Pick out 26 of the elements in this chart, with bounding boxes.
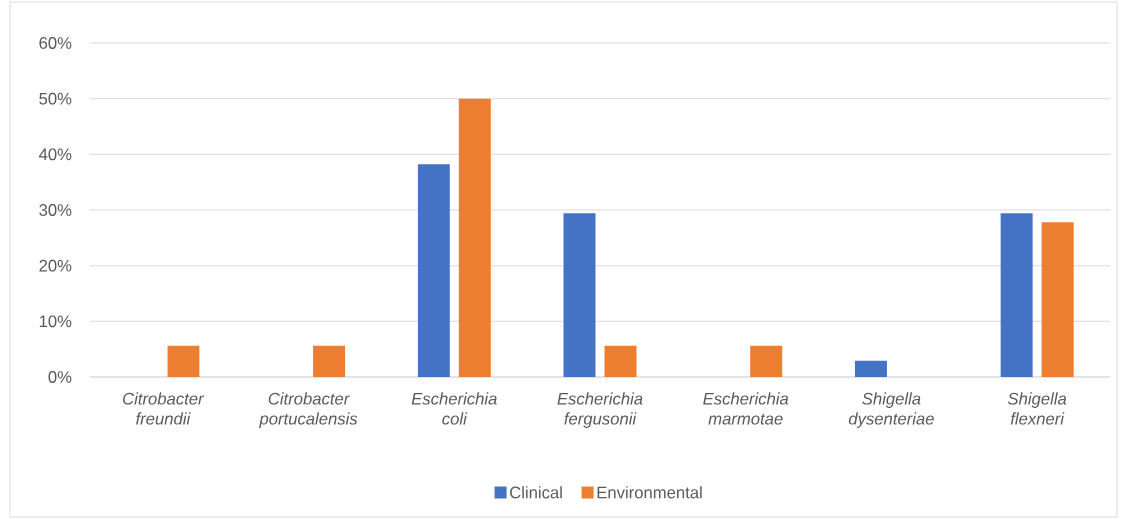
x-tick-label: Citrobacter freundii bbox=[123, 392, 205, 425]
bar bbox=[1041, 222, 1074, 377]
y-tick-label: 20% bbox=[39, 259, 72, 272]
legend-label: Environmental bbox=[597, 486, 702, 499]
bar bbox=[563, 213, 596, 377]
y-tick-label: 10% bbox=[39, 315, 72, 328]
legend-label: Clinical bbox=[510, 486, 562, 499]
y-tick-label: 50% bbox=[39, 92, 72, 105]
y-tick-label: 60% bbox=[39, 37, 72, 49]
y-tick-label: 0% bbox=[48, 371, 72, 383]
bar bbox=[1000, 213, 1033, 377]
y-tick-label: 30% bbox=[39, 204, 72, 216]
x-tick-label: Shigella dysenteriae bbox=[848, 392, 934, 428]
bar bbox=[750, 345, 783, 377]
x-tick-label: Escherichia marmotae bbox=[703, 392, 789, 425]
bar bbox=[854, 360, 887, 377]
bar bbox=[167, 345, 200, 377]
y-tick-label: 40% bbox=[38, 148, 72, 161]
x-tick-label: Escherichia coli bbox=[411, 392, 497, 425]
bar bbox=[313, 345, 346, 377]
x-tick-label: Citrobacter portucalensis bbox=[259, 392, 358, 428]
x-tick-label: Escherichia fergusonii bbox=[557, 392, 643, 428]
x-tick-label: Shigella flexneri bbox=[1007, 392, 1067, 425]
bar bbox=[458, 98, 491, 377]
bar bbox=[604, 345, 637, 377]
bar bbox=[417, 164, 450, 377]
